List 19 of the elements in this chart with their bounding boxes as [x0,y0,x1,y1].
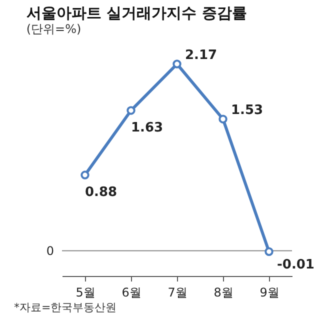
x-tick-label: 9월 [260,286,280,300]
text: *자료=한국부동산원 [13,300,118,315]
chart-title: 서울아파트 실거래가지수 증감률 [26,4,247,22]
chart-subtitle: (단위=%) [26,22,82,36]
data-label: 1.63 [131,120,164,136]
x-tick-label: 8월 [214,286,234,300]
data-label: -0.01 [277,258,314,273]
point [218,114,228,124]
point [172,60,182,68]
x-tick-label: 6월 [122,286,142,300]
x-tick-label: 5월 [76,286,96,300]
data-label: 1.53 [231,103,264,118]
point [264,247,274,256]
ref-line-label: 0 [46,244,54,258]
data-label: 0.88 [85,185,118,200]
point [80,170,90,180]
point [126,106,136,115]
data-label: 2.17 [185,48,218,64]
x-tick-label: 7월 [168,286,188,300]
